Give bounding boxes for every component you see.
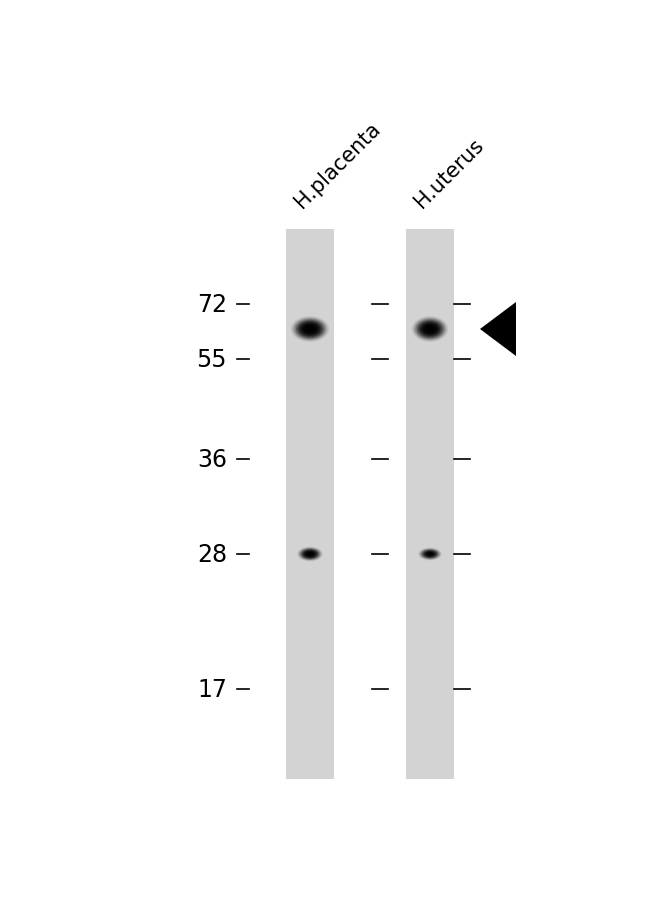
Text: 36: 36	[197, 448, 227, 471]
Ellipse shape	[298, 322, 322, 338]
Ellipse shape	[429, 554, 431, 555]
Ellipse shape	[304, 551, 316, 558]
Ellipse shape	[301, 323, 318, 335]
Ellipse shape	[419, 549, 441, 561]
Ellipse shape	[420, 323, 440, 336]
Ellipse shape	[298, 548, 322, 562]
Ellipse shape	[421, 550, 440, 560]
Ellipse shape	[308, 328, 312, 331]
Ellipse shape	[419, 322, 441, 338]
Ellipse shape	[413, 318, 447, 341]
Ellipse shape	[418, 548, 442, 561]
Ellipse shape	[307, 553, 313, 556]
Ellipse shape	[292, 318, 328, 341]
Ellipse shape	[305, 326, 315, 333]
Ellipse shape	[307, 552, 313, 556]
Ellipse shape	[422, 323, 438, 335]
Polygon shape	[480, 302, 516, 357]
Ellipse shape	[309, 554, 311, 555]
Ellipse shape	[426, 327, 434, 332]
Ellipse shape	[306, 551, 315, 557]
Ellipse shape	[303, 550, 317, 559]
Text: H.placenta: H.placenta	[291, 119, 384, 211]
Ellipse shape	[300, 549, 320, 561]
Ellipse shape	[417, 321, 443, 339]
Ellipse shape	[421, 550, 439, 559]
Ellipse shape	[428, 553, 432, 556]
Ellipse shape	[296, 321, 324, 339]
Ellipse shape	[303, 325, 317, 335]
Ellipse shape	[415, 319, 445, 340]
Ellipse shape	[422, 550, 437, 559]
Ellipse shape	[302, 550, 318, 559]
Ellipse shape	[411, 317, 448, 343]
Text: 17: 17	[197, 677, 227, 701]
Ellipse shape	[424, 551, 436, 557]
Ellipse shape	[307, 327, 313, 332]
Ellipse shape	[423, 325, 437, 335]
Text: 55: 55	[196, 347, 227, 371]
Ellipse shape	[426, 552, 434, 557]
Text: 72: 72	[197, 292, 227, 317]
Bar	[406, 230, 454, 779]
Ellipse shape	[427, 552, 434, 556]
Ellipse shape	[428, 328, 432, 331]
Ellipse shape	[301, 549, 319, 560]
Text: 28: 28	[197, 542, 227, 566]
Ellipse shape	[294, 319, 326, 340]
Ellipse shape	[300, 323, 320, 336]
Ellipse shape	[425, 326, 435, 333]
Ellipse shape	[424, 550, 437, 558]
Ellipse shape	[291, 317, 330, 343]
Text: H.uterus: H.uterus	[411, 135, 488, 211]
Ellipse shape	[297, 547, 323, 562]
Bar	[286, 230, 334, 779]
